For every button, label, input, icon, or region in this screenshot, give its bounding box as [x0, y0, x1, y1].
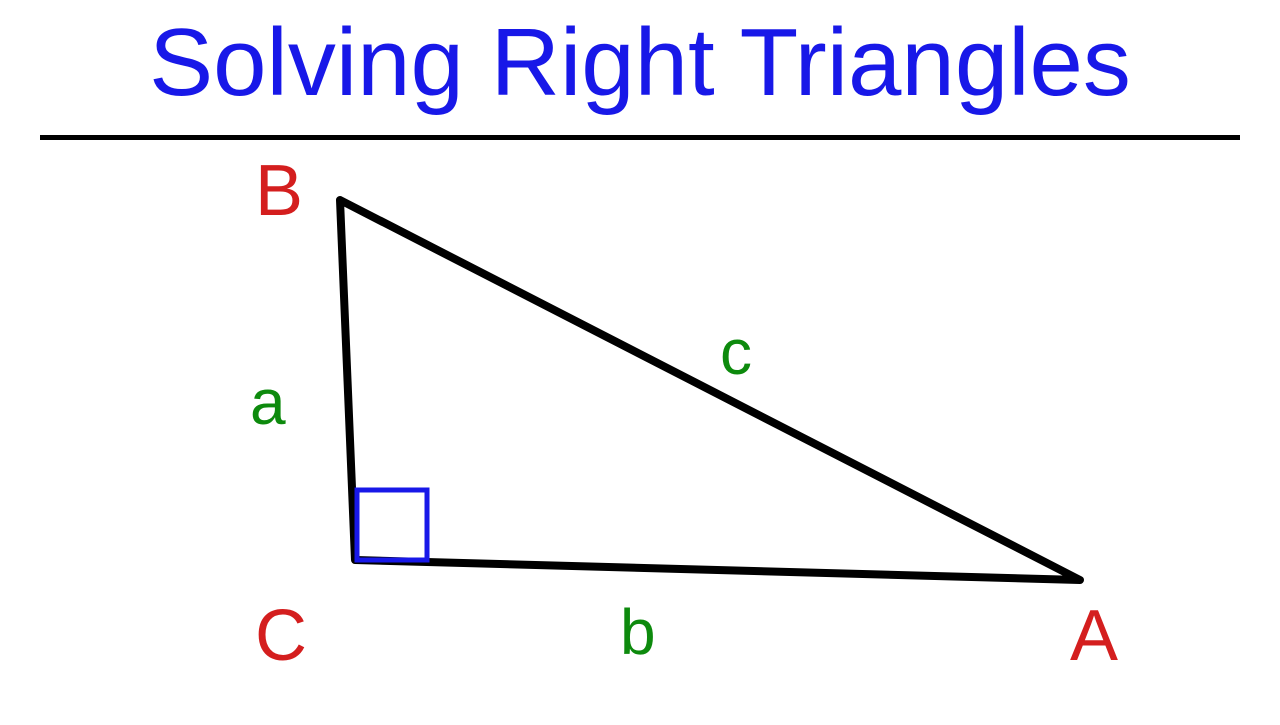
triangle-diagram: B C A a b c	[0, 150, 1280, 720]
right-angle-square	[357, 490, 427, 560]
vertex-B-label: B	[255, 150, 303, 232]
page-title: Solving Right Triangles	[149, 8, 1131, 118]
vertex-A-label: A	[1070, 595, 1118, 677]
side-a-label: a	[250, 365, 286, 439]
side-c-label: c	[720, 315, 752, 389]
vertex-C-label: C	[255, 595, 307, 677]
triangle-shape	[340, 200, 1080, 580]
side-b-label: b	[620, 595, 656, 669]
title-underline	[40, 135, 1240, 140]
